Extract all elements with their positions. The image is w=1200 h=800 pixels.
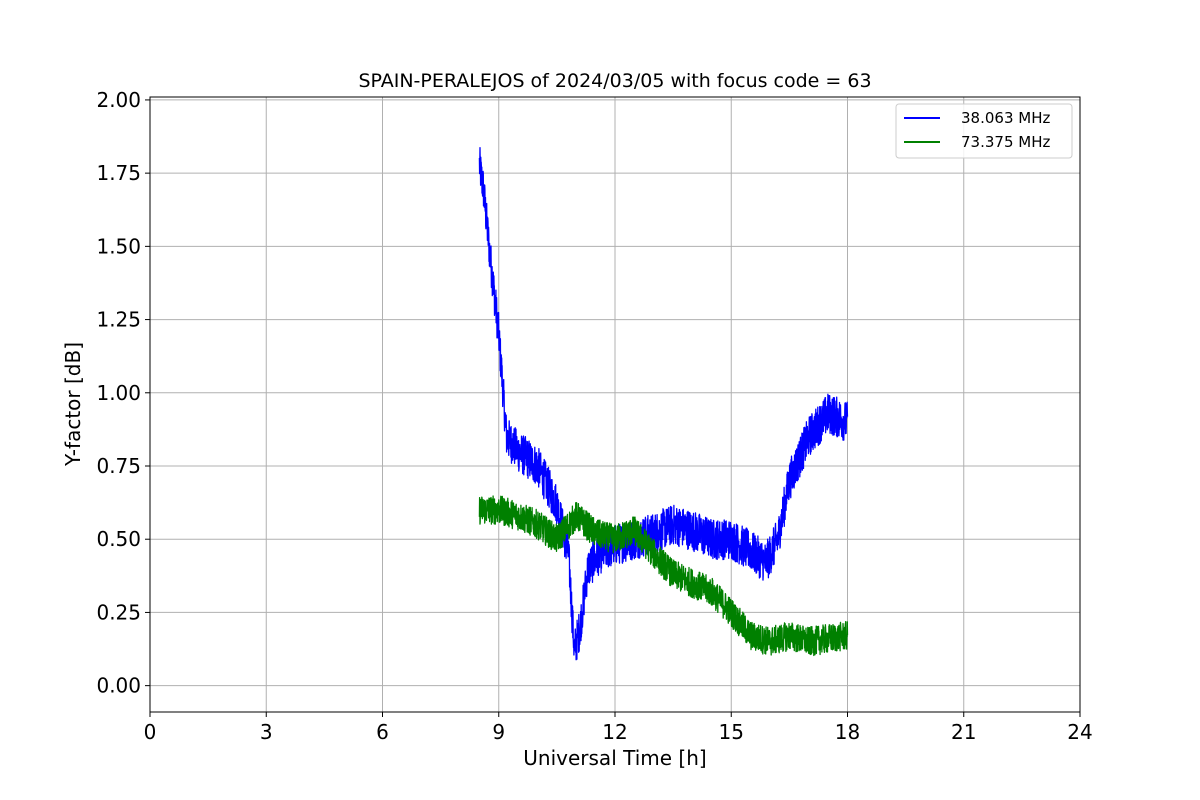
y-tick-label: 1.75 xyxy=(96,161,141,185)
x-tick-label: 24 xyxy=(1067,720,1092,744)
y-tick-label: 1.00 xyxy=(96,381,141,405)
y-tick-label: 2.00 xyxy=(96,88,141,112)
x-tick-label: 21 xyxy=(951,720,976,744)
y-tick-label: 1.50 xyxy=(96,234,141,258)
y-tick-label: 0.75 xyxy=(96,454,141,478)
x-tick-label: 12 xyxy=(602,720,627,744)
legend: 38.063 MHz 73.375 MHz xyxy=(895,103,1073,159)
ticks: 0 3 6 9 12 15 18 21 24 0.00 0.25 0.50 0.75 1.00 1.25 1.… xyxy=(96,88,1092,744)
x-tick-label: 0 xyxy=(144,720,157,744)
y-tick-label: 0.25 xyxy=(96,600,141,624)
x-tick-label: 15 xyxy=(719,720,744,744)
series-layer xyxy=(478,147,849,661)
chart-title: SPAIN-PERALEJOS of 2024/03/05 with focus… xyxy=(358,70,871,92)
x-axis-label: Universal Time [h] xyxy=(523,746,706,770)
legend-label-38mhz: 38.063 MHz xyxy=(961,109,1050,127)
x-tick-label: 9 xyxy=(492,720,505,744)
series-line-1 xyxy=(478,495,849,657)
series-line-0 xyxy=(478,147,849,661)
legend-label-73mhz: 73.375 MHz xyxy=(961,133,1050,151)
x-tick-label: 18 xyxy=(835,720,860,744)
y-tick-label: 1.25 xyxy=(96,308,141,332)
y-tick-label: 0.00 xyxy=(96,674,141,698)
x-tick-label: 6 xyxy=(376,720,389,744)
x-tick-label: 3 xyxy=(260,720,273,744)
y-tick-label: 0.50 xyxy=(96,527,141,551)
y-axis-label: Y-factor [dB] xyxy=(61,342,85,467)
